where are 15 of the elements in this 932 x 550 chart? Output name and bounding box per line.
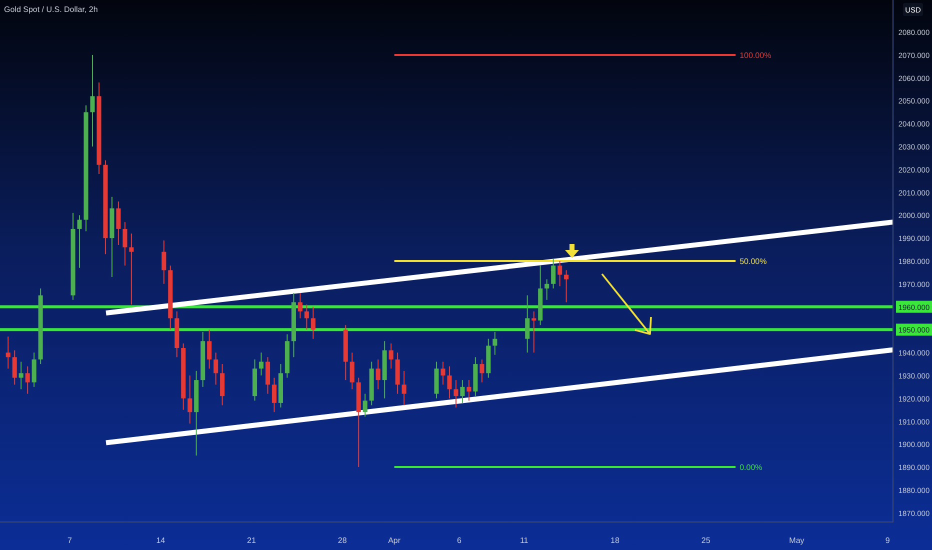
x-tick-label: 28 bbox=[338, 536, 348, 545]
x-tick-label: 21 bbox=[247, 536, 257, 545]
x-tick-label: Apr bbox=[388, 536, 401, 545]
annotation: 0.00% bbox=[740, 463, 762, 472]
x-tick-label: May bbox=[789, 536, 804, 545]
x-tick-label: 11 bbox=[520, 536, 529, 545]
x-tick-label: 9 bbox=[885, 536, 890, 545]
x-tick-label: 18 bbox=[610, 536, 620, 545]
x-tick-label: 25 bbox=[701, 536, 711, 545]
x-tick-label: 7 bbox=[68, 536, 73, 545]
x-tick-label: 14 bbox=[156, 536, 166, 545]
annotation: 50.00% bbox=[740, 257, 767, 266]
text: Gold Spot / U.S. Dollar, 2h bbox=[4, 5, 98, 14]
x-tick-label: 6 bbox=[456, 536, 462, 545]
annotation: 100.00% bbox=[740, 50, 772, 60]
